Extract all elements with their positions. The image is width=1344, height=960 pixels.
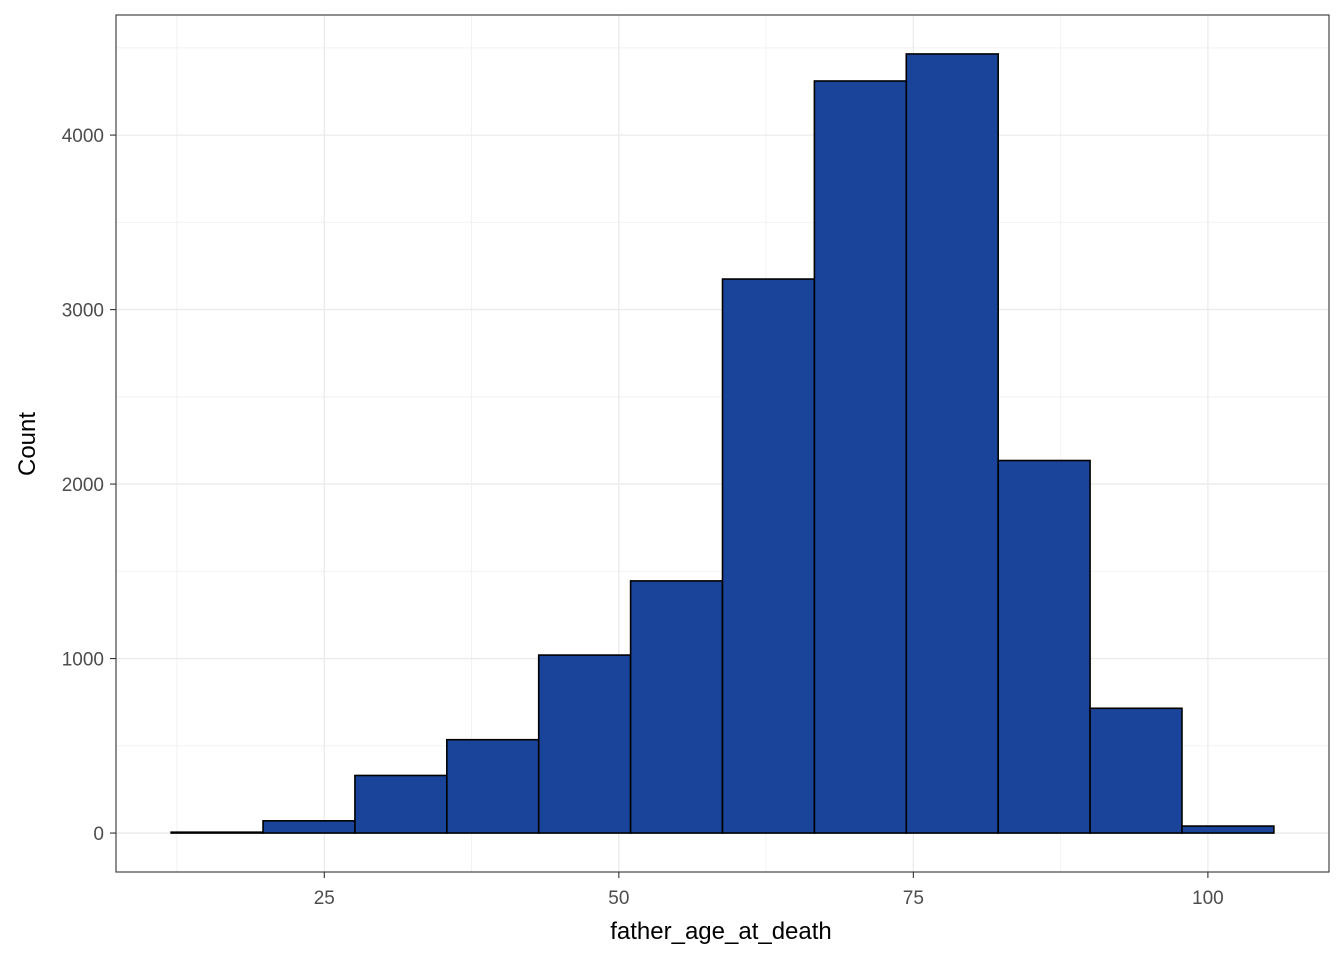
x-tick-label: 25 [314,888,335,909]
x-tick-label: 75 [903,888,924,909]
y-tick-label: 4000 [62,126,104,147]
x-tick-label: 50 [608,888,629,909]
y-axis-title: Count [14,412,41,476]
y-tick-label: 1000 [62,650,104,671]
histogram-bar [905,53,999,834]
histogram-bar [721,278,816,834]
y-axis-ticks: 0 1000 2000 3000 4000 [62,126,116,845]
y-tick-label: 2000 [62,475,104,496]
histogram-bars [170,53,1275,834]
histogram-bar [537,654,632,834]
y-tick-label: 3000 [62,301,104,322]
x-tick-label: 100 [1192,888,1224,909]
histogram-bar [354,774,448,834]
histogram-bar [1181,825,1275,834]
x-axis-title: father_age_at_death [610,918,832,945]
histogram-bar [997,459,1091,834]
y-tick-label: 0 [93,824,104,845]
panel-border [115,14,1330,873]
histogram-bar [1089,707,1183,834]
histogram-bar [813,80,908,834]
histogram-bar [446,738,540,834]
histogram-bar [262,820,356,834]
x-axis-ticks: 25 50 75 100 [314,872,1224,909]
histogram-bar [170,831,264,834]
histogram-bar [629,580,724,834]
